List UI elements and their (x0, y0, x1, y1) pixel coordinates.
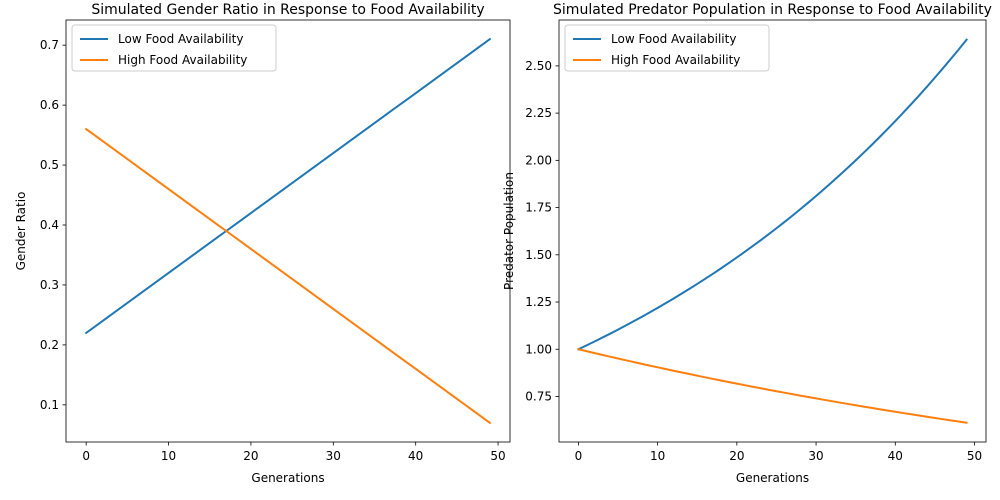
axes-frame (558, 19, 987, 443)
y-tick-label: 2.25 (525, 106, 552, 120)
x-axis-label: Generations (736, 471, 809, 485)
axes-frame (65, 19, 511, 443)
y-tick-label: 0.3 (40, 278, 59, 292)
x-tick-label: 10 (161, 449, 176, 463)
legend: Low Food Availability High Food Availabil… (71, 24, 277, 72)
x-tick-label: 30 (326, 449, 341, 463)
x-tick-label: 50 (490, 449, 505, 463)
legend-label-low-food: Low Food Availability (118, 32, 243, 46)
x-axis-label: Generations (251, 471, 324, 485)
series-line-high-food (84, 127, 492, 425)
y-tick-label: 1.75 (525, 201, 552, 215)
legend-label-high-food: High Food Availability (611, 53, 740, 67)
legend-box (71, 24, 277, 72)
x-tick-label: 20 (243, 449, 258, 463)
y-tick-label: 1.00 (525, 342, 552, 356)
legend: Low Food Availability High Food Availabil… (564, 24, 770, 72)
x-tick-label: 40 (888, 449, 903, 463)
legend-box (564, 24, 770, 72)
y-tick-label: 0.75 (525, 389, 552, 403)
y-tick-label: 0.7 (40, 38, 59, 52)
y-tick-label: 0.6 (40, 98, 59, 112)
chart-panel-2: 0 10 20 30 40 50 0.75 1.00 1.25 1.50 1.75 2.00 2.25 2… (502, 2, 992, 485)
y-tick-label: 0.1 (40, 398, 59, 412)
x-tick-label: 20 (729, 449, 744, 463)
y-tick-label: 0.2 (40, 338, 59, 352)
chart-panel-1: 0 10 20 30 40 50 0.1 0.2 0.3 0.4 0.5 0.6 0.7 Generati… (14, 2, 511, 485)
y-tick-label: 1.25 (525, 295, 552, 309)
plot-area (66, 20, 510, 442)
x-tick-label: 30 (808, 449, 823, 463)
legend-label-high-food: High Food Availability (118, 53, 247, 67)
x-tick-label: 0 (82, 449, 90, 463)
x-tick-label: 0 (575, 449, 583, 463)
y-axis-label: Predator Population (502, 172, 516, 290)
legend-label-low-food: Low Food Availability (611, 32, 736, 46)
x-tick-label: 10 (650, 449, 665, 463)
series-line-low-food (577, 38, 968, 351)
series-line-high-food (577, 348, 968, 424)
y-tick-label: 0.5 (40, 158, 59, 172)
y-axis-label: Gender Ratio (14, 192, 28, 271)
chart-title: Simulated Predator Population in Respons… (553, 2, 992, 18)
x-tick-label: 40 (408, 449, 423, 463)
x-tick-label: 50 (967, 449, 982, 463)
y-tick-label: 2.00 (525, 153, 552, 167)
y-tick-label: 2.50 (525, 59, 552, 73)
y-tick-label: 1.50 (525, 248, 552, 262)
chart-title: Simulated Gender Ratio in Response to Fo… (91, 2, 484, 18)
y-tick-label: 0.4 (40, 218, 59, 232)
series-line-low-food (84, 37, 492, 335)
